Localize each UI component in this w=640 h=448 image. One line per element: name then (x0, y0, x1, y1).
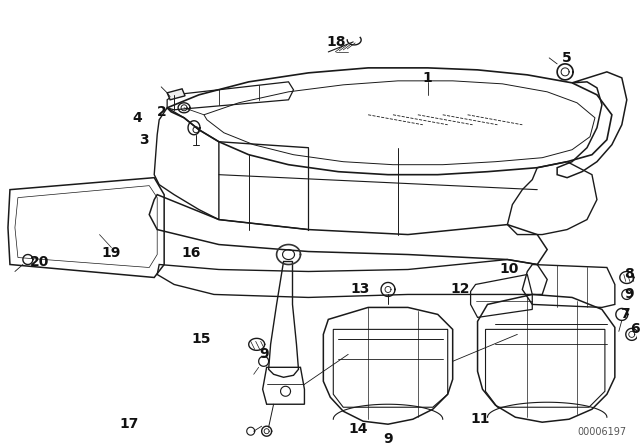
Text: 9: 9 (624, 288, 634, 302)
Text: 3: 3 (140, 133, 149, 147)
Text: 17: 17 (120, 417, 139, 431)
Text: 15: 15 (191, 332, 211, 346)
Text: 6: 6 (630, 323, 639, 336)
Text: 9: 9 (383, 432, 393, 446)
Text: 20: 20 (30, 254, 49, 268)
Text: 9: 9 (259, 347, 268, 362)
Text: 2: 2 (157, 105, 167, 119)
Polygon shape (167, 89, 185, 100)
Text: 13: 13 (351, 282, 370, 297)
Text: 12: 12 (451, 282, 470, 297)
Text: 4: 4 (132, 111, 142, 125)
Text: 19: 19 (102, 246, 121, 259)
Text: 18: 18 (326, 35, 346, 49)
Text: 00006197: 00006197 (577, 427, 626, 437)
Text: 1: 1 (423, 71, 433, 85)
Text: 16: 16 (181, 246, 201, 259)
Text: 10: 10 (500, 263, 519, 276)
Text: 14: 14 (348, 422, 368, 436)
Text: 5: 5 (562, 51, 572, 65)
Text: 7: 7 (620, 307, 630, 321)
Text: 11: 11 (471, 412, 490, 426)
Text: 8: 8 (624, 267, 634, 281)
